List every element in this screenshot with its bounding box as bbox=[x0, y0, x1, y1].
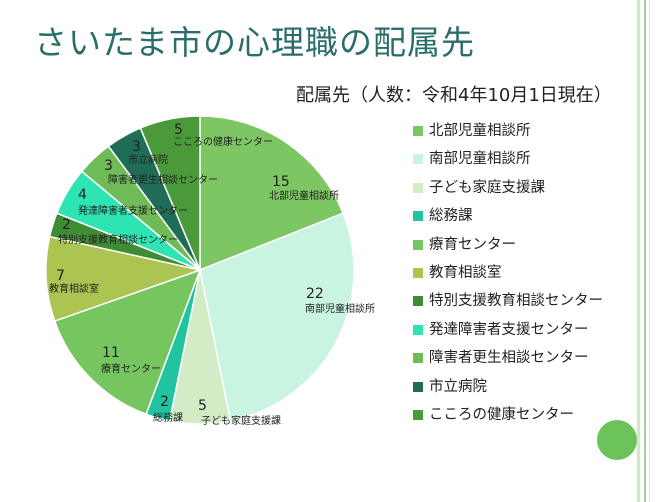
pie-slice bbox=[53, 268, 202, 416]
legend-label: 市立病院 bbox=[429, 378, 487, 395]
slice-value-label: 4 bbox=[78, 187, 87, 203]
right-border-line bbox=[649, 0, 650, 502]
slice-value-label: 3 bbox=[104, 158, 113, 174]
legend-label: 北部児童相談所 bbox=[429, 123, 531, 139]
slice-category-label: 療育センター bbox=[101, 362, 161, 375]
pie-slice bbox=[199, 115, 345, 272]
page-title: さいたま市の心理職の配属先 bbox=[34, 23, 476, 62]
decorative-circle bbox=[597, 420, 637, 460]
legend-swatch bbox=[413, 353, 423, 364]
legend-swatch bbox=[413, 296, 423, 307]
slice-category-label: 南部児童相談所 bbox=[305, 302, 375, 315]
slice-category-label: 障害者更生相談センター bbox=[108, 173, 218, 186]
legend-swatch bbox=[413, 381, 423, 392]
slice-value-label: 3 bbox=[132, 139, 141, 155]
slice-category-label: 市立病院 bbox=[128, 153, 168, 166]
legend-swatch bbox=[413, 324, 423, 335]
slice-value-label: 5 bbox=[174, 122, 183, 138]
legend-swatch bbox=[413, 239, 423, 250]
legend-swatch bbox=[413, 126, 423, 136]
legend-label: 療育センター bbox=[429, 236, 516, 253]
legend-swatch bbox=[413, 267, 423, 278]
right-border-line bbox=[644, 0, 646, 502]
legend-label: 発達障害者支援センター bbox=[429, 321, 589, 338]
legend-label: 教育相談室 bbox=[429, 264, 502, 281]
slice-value-label: 7 bbox=[56, 268, 65, 284]
pie-slice bbox=[45, 235, 203, 323]
slice-category-label: 教育相談室 bbox=[49, 282, 99, 295]
legend-label: 総務課 bbox=[429, 208, 473, 225]
pie-slice bbox=[199, 212, 355, 422]
legend-label: 障害者更生相談センター bbox=[429, 350, 589, 367]
slice-category-label: 北部児童相談所 bbox=[269, 189, 339, 202]
slice-value-label: 5 bbox=[198, 398, 207, 414]
slice-category-label: 特別支援教育相談センター bbox=[58, 233, 178, 246]
legend-swatch bbox=[413, 154, 423, 165]
slice-value-label: 11 bbox=[102, 345, 120, 361]
legend-label: 南部児童相談所 bbox=[429, 151, 531, 168]
legend-label: 子ども家庭支援課 bbox=[429, 179, 545, 196]
slice-value-label: 2 bbox=[160, 394, 169, 410]
legend-swatch bbox=[413, 409, 423, 420]
slice-value-label: 22 bbox=[306, 286, 324, 302]
legend-label: こころの健康センター bbox=[429, 406, 574, 423]
slice-value-label: 2 bbox=[62, 217, 71, 233]
pie-slice bbox=[139, 115, 201, 271]
legend-swatch bbox=[413, 211, 423, 222]
slice-category-label: こころの健康センター bbox=[173, 135, 273, 148]
slice-value-label: 15 bbox=[272, 174, 290, 190]
slice-category-label: 発達障害者支援センター bbox=[78, 204, 188, 217]
slice-category-label: 子ども家庭支援課 bbox=[201, 414, 281, 427]
right-border-line bbox=[637, 0, 640, 502]
chart-subtitle: 配属先（人数：令和4年10月1日現在） bbox=[296, 85, 612, 106]
slice-category-label: 総務課 bbox=[153, 411, 183, 424]
legend-swatch bbox=[413, 182, 423, 193]
legend-label: 特別支援教育相談センター bbox=[429, 293, 603, 310]
